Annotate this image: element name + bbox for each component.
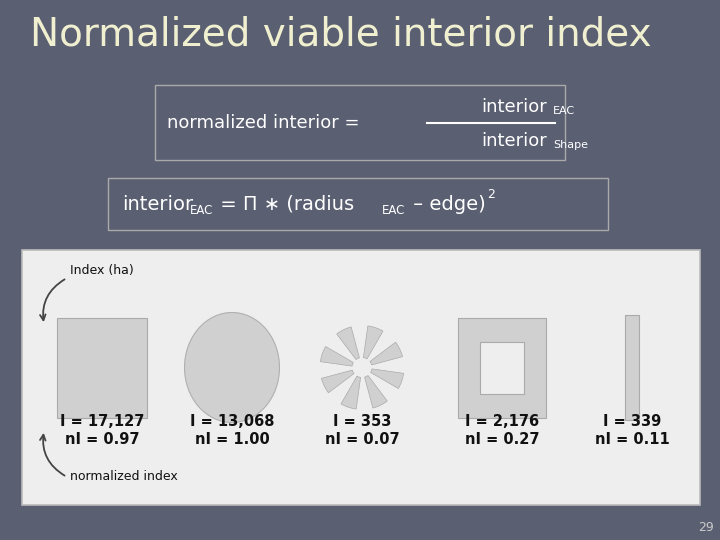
Text: EAC: EAC: [190, 205, 213, 218]
Ellipse shape: [184, 313, 279, 422]
Bar: [625, 315, 639, 420]
Wedge shape: [370, 342, 402, 365]
Bar: [155, 85, 565, 160]
Text: interior: interior: [481, 132, 546, 150]
Bar: [480, 341, 524, 394]
Wedge shape: [364, 375, 387, 408]
Bar: [108, 178, 608, 230]
Text: EAC: EAC: [382, 205, 405, 218]
Wedge shape: [321, 370, 354, 393]
Text: nI = 0.07: nI = 0.07: [325, 431, 400, 447]
Text: I = 13,068: I = 13,068: [190, 415, 274, 429]
Bar: [57, 318, 147, 417]
Text: nI = 0.11: nI = 0.11: [595, 431, 670, 447]
Text: EAC: EAC: [553, 106, 575, 117]
Text: I = 2,176: I = 2,176: [465, 415, 539, 429]
Text: interior: interior: [481, 98, 546, 116]
Text: 2: 2: [487, 187, 495, 200]
Text: normalized index: normalized index: [70, 470, 178, 483]
Text: I = 17,127: I = 17,127: [60, 415, 144, 429]
Wedge shape: [320, 347, 354, 366]
Text: = Π ∗ (radius: = Π ∗ (radius: [214, 194, 354, 213]
Wedge shape: [337, 327, 359, 360]
Text: 29: 29: [698, 521, 714, 534]
Wedge shape: [341, 376, 361, 409]
Text: normalized interior =: normalized interior =: [167, 113, 365, 132]
Text: nI = 0.97: nI = 0.97: [65, 431, 139, 447]
Text: – edge): – edge): [407, 194, 486, 213]
Text: Normalized viable interior index: Normalized viable interior index: [30, 15, 652, 53]
Text: interior: interior: [122, 194, 193, 213]
Text: I = 339: I = 339: [603, 415, 661, 429]
Wedge shape: [371, 369, 404, 388]
Text: nI = 0.27: nI = 0.27: [464, 431, 539, 447]
Text: Shape: Shape: [553, 139, 588, 150]
Text: Index (ha): Index (ha): [70, 264, 134, 277]
Wedge shape: [364, 326, 383, 359]
Text: nI = 1.00: nI = 1.00: [194, 431, 269, 447]
Text: I = 353: I = 353: [333, 415, 391, 429]
Bar: [22, 250, 700, 505]
Bar: [458, 318, 546, 417]
